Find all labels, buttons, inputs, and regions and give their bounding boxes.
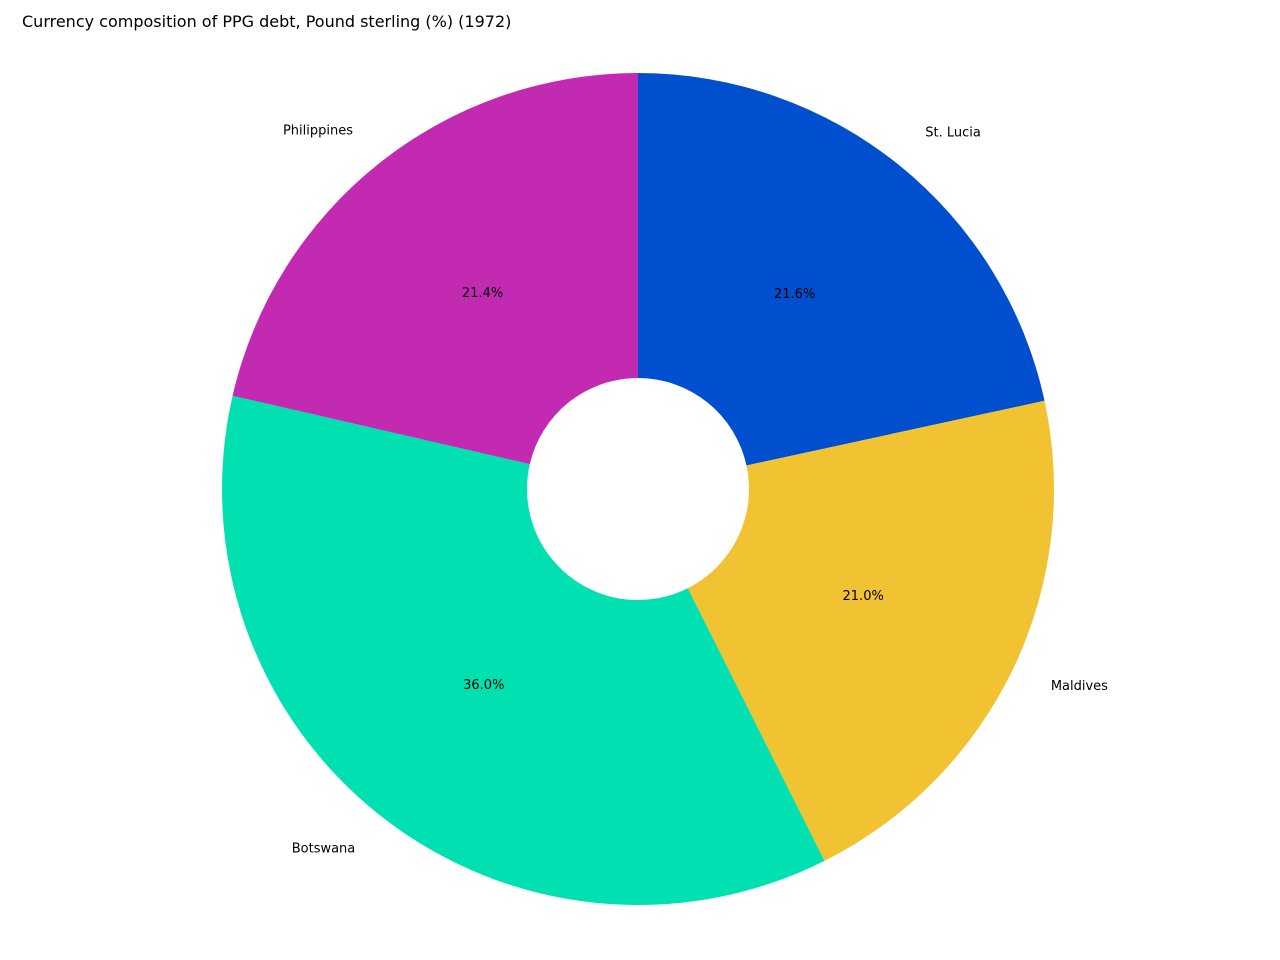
slice-botswana [221, 395, 825, 905]
slice-label: St. Lucia [925, 125, 981, 140]
slice-label: Botswana [292, 841, 356, 856]
chart-title: Currency composition of PPG debt, Pound … [22, 12, 512, 31]
slice-maldives [687, 400, 1054, 861]
slice-percent-label: 36.0% [463, 678, 504, 693]
slice-percent-label: 21.4% [462, 286, 503, 301]
slice-percent-label: 21.0% [843, 589, 884, 604]
slice-philippines [232, 73, 639, 465]
labels-layer: St. Lucia 21.6% Maldives 21.0% Botswana 36.0%… [283, 123, 1108, 856]
slice-label: Philippines [283, 123, 353, 138]
slice-label: Maldives [1051, 679, 1108, 694]
slices-layer [221, 73, 1054, 905]
slice-st-lucia [638, 73, 1045, 466]
slice-percent-label: 21.6% [774, 287, 815, 302]
